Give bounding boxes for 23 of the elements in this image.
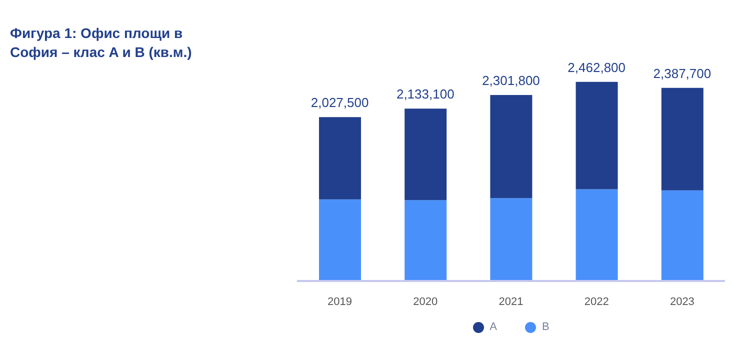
bar: [490, 198, 532, 281]
annotation: 2,462,800: [568, 60, 626, 75]
x-tick-label: 2023: [670, 296, 694, 308]
bar: [576, 189, 618, 281]
bar: [319, 117, 361, 200]
bar: [319, 199, 361, 281]
x-tick-label: 2019: [328, 296, 352, 308]
x-tick-label: 2020: [413, 296, 438, 308]
text: Фигура 1: Офис площи в София – клас A и B (кв.м.): [10, 24, 193, 62]
bar: [404, 200, 447, 281]
x-tick-label: 2022: [584, 296, 609, 308]
annotation: 2,133,100: [396, 86, 454, 102]
bar: [404, 108, 447, 200]
annotation: 2,387,700: [653, 66, 712, 81]
legend-label: B: [541, 321, 550, 333]
bar: [576, 82, 618, 190]
annotation: 2,301,800: [482, 73, 540, 88]
legend-label: A: [488, 321, 497, 333]
bar: [661, 88, 704, 190]
bar: [661, 190, 704, 281]
x-tick-label: 2021: [498, 296, 524, 308]
annotation: 2,027,500: [310, 95, 369, 110]
bar: [490, 95, 532, 198]
